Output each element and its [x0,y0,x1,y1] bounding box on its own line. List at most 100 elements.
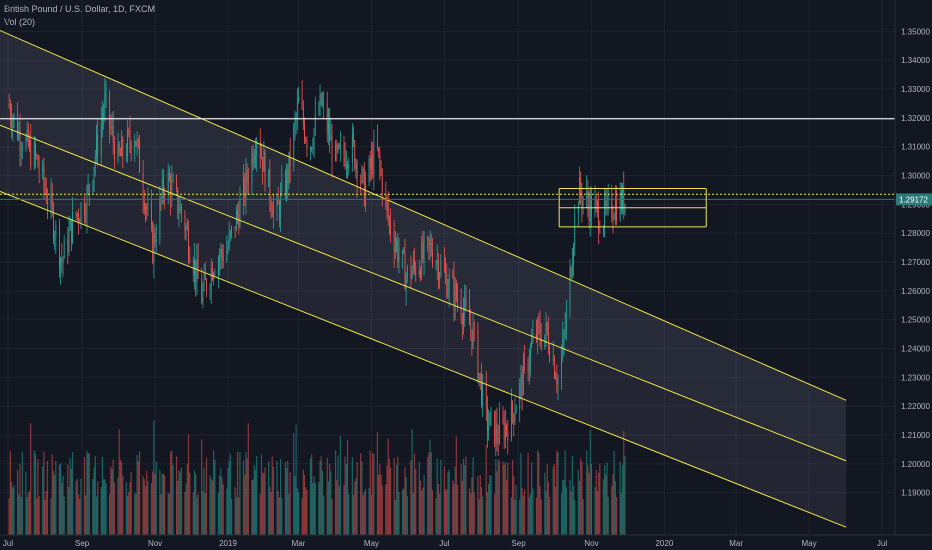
candle-body [261,157,262,159]
candle-body [243,177,244,200]
price-tick-label: 1.27000 [901,258,930,267]
candle-body [111,126,113,128]
time-tick-label: May [364,539,379,548]
candle-body [527,360,529,373]
candle-body [540,338,542,347]
candle-body [118,144,120,153]
candle-body [104,93,106,113]
last-price-label: 1.29172 [899,195,928,204]
price-tick-label: 1.22000 [901,402,930,411]
candle-body [79,220,81,223]
candle-body [418,270,420,276]
candle-body [130,143,132,153]
chart-legend: British Pound / U.S. Dollar, 1D, FXCM Vo… [4,3,155,29]
candle-body [70,220,72,242]
candle-body [487,406,488,431]
candle-body [256,141,258,156]
volume-bar [68,486,70,535]
volume-bar [335,450,337,535]
candle-body [614,200,616,218]
volume-bar [461,480,463,535]
candle-body [379,152,381,166]
volume-bar [431,490,434,535]
volume-bar [143,479,145,535]
candle-body [167,172,169,196]
volume-bar [227,468,229,535]
candle-body [377,140,378,148]
candle-body [473,324,475,326]
price-tick-label: 1.25000 [901,316,930,325]
volume-bar [361,461,363,535]
candle-body [546,322,548,331]
candle-body [603,226,604,233]
volume-bar [244,475,246,535]
volume-bar [410,460,412,535]
volume-bar [55,460,57,535]
time-axis-bg [0,535,932,550]
candle-body [406,266,408,278]
volume-bar [172,465,174,535]
candle-body [62,258,64,264]
candle-body [143,198,145,211]
volume-bar [346,440,349,535]
volume-bar [574,499,576,535]
candle-body [394,245,396,252]
candle-body [570,267,572,277]
candle-body [356,163,358,182]
candle-body [360,181,362,182]
volume-bar [85,495,87,535]
volume-bar [277,490,279,535]
candle-body [51,193,53,208]
volume-bar [401,490,404,535]
volume-bar [62,475,64,535]
candle-body [204,274,206,280]
candle-body [619,192,621,220]
candle-body [515,407,517,414]
candle-body [423,239,425,259]
volume-bar [128,492,130,535]
volume-bar [256,456,258,535]
candle-body [347,164,348,169]
candle-body [277,198,279,205]
volume-bar [180,467,182,535]
candle-body [507,429,509,441]
volume-bar [37,459,39,535]
candle-body [269,169,271,202]
volume-bar [147,481,149,535]
volume-bar [419,480,422,535]
candle-body [571,263,573,277]
volume-bar [443,466,445,535]
volume-bar [321,470,324,535]
candle-body [169,172,170,181]
volume-bar [214,459,216,535]
candle-body [353,132,354,142]
volume-bar [562,479,564,535]
candle-body [447,290,449,297]
volume-bar [323,495,325,535]
candle-body [214,274,216,275]
candle-body [580,177,582,195]
volume-bar [138,451,141,535]
candle-body [563,333,565,339]
volume-bar [197,494,199,535]
volume-bar [296,488,298,535]
candle-body [9,107,11,119]
volume-bar [394,499,396,535]
candle-body [506,424,507,430]
candle-body [539,324,541,339]
candle-body [335,144,337,161]
volume-bar [146,470,148,535]
candle-body [94,156,96,168]
volume-bar [605,474,607,535]
volume-bar [239,452,241,535]
candle-body [142,172,144,199]
candle-body [312,147,314,150]
volume-bar [260,454,263,535]
candle-body [121,139,122,157]
candle-body [381,173,383,196]
volume-bar [485,444,487,535]
volume-bar [170,451,172,535]
volume-bar [234,487,236,535]
volume-bar [245,452,247,535]
